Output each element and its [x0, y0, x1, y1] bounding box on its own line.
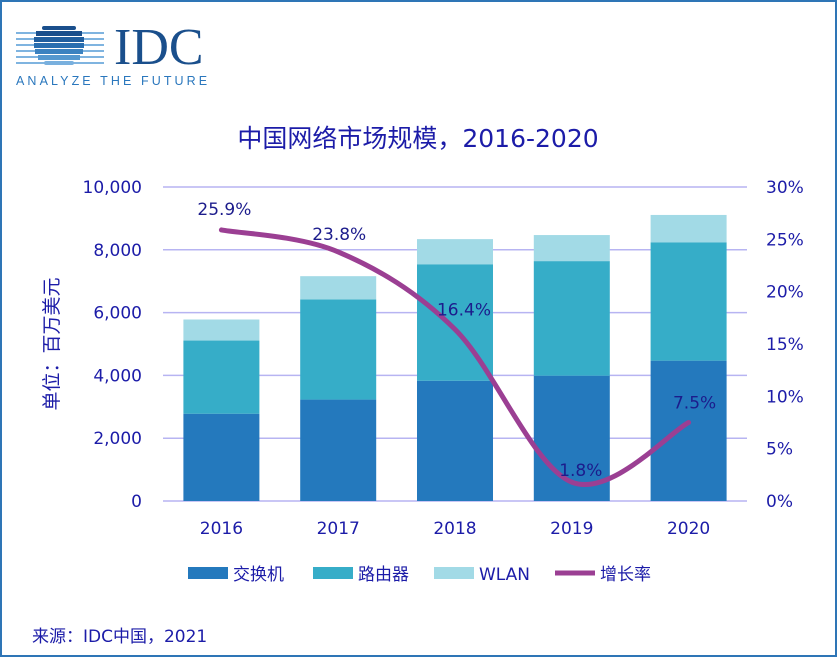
bar-wlan — [533, 235, 610, 262]
bar-switch — [183, 413, 260, 501]
y2-tick-label: 0% — [766, 492, 793, 512]
growth-rate-label: 1.8% — [559, 461, 602, 481]
x-tick-label: 2017 — [317, 519, 360, 539]
y2-tick-label: 10% — [766, 387, 804, 407]
y2-tick-label: 20% — [766, 283, 804, 303]
y-tick-label: 10,000 — [83, 178, 142, 198]
y2-tick-label: 25% — [766, 230, 804, 250]
bar-switch — [650, 360, 727, 501]
y2-tick-label: 5% — [766, 440, 793, 460]
legend-label: WLAN — [479, 565, 530, 585]
bar-router — [183, 340, 260, 414]
legend-swatch — [188, 567, 228, 579]
y-tick-label: 2,000 — [93, 429, 142, 449]
logo-wordmark: IDC — [114, 19, 204, 76]
legend-swatch — [434, 567, 474, 579]
x-tick-label: 2016 — [200, 519, 243, 539]
y-tick-label: 0 — [131, 492, 142, 512]
bar-switch — [300, 399, 377, 501]
bar-wlan — [650, 214, 727, 243]
chart-title: 中国网络市场规模，2016-2020 — [237, 124, 598, 153]
bar-wlan — [300, 276, 377, 300]
legend-swatch — [313, 567, 353, 579]
bar-switch — [417, 380, 493, 501]
y-axis-label: 单位：百万美元 — [41, 277, 63, 410]
y-tick-label: 8,000 — [93, 241, 142, 261]
growth-rate-line — [218, 227, 692, 487]
bar-wlan — [183, 319, 260, 341]
y2-tick-label: 15% — [766, 335, 804, 355]
source-note: 来源：IDC中国，2021 — [32, 627, 208, 647]
y-tick-label: 6,000 — [93, 304, 142, 324]
growth-rate-label: 23.8% — [312, 225, 366, 245]
x-tick-label: 2020 — [667, 519, 710, 539]
bar-router — [533, 261, 610, 376]
bar-router — [300, 299, 377, 400]
x-tick-label: 2019 — [550, 519, 593, 539]
x-tick-label: 2018 — [433, 519, 476, 539]
bar-router — [650, 242, 727, 361]
idc-logo: IDC ANALYZE THE FUTURE — [14, 22, 207, 88]
growth-rate-label: 7.5% — [673, 394, 716, 414]
y2-tick-label: 30% — [766, 178, 804, 198]
legend-label: 交换机 — [233, 565, 284, 585]
growth-rate-label: 25.9% — [197, 200, 251, 220]
growth-rate-label: 16.4% — [437, 300, 491, 320]
bar-wlan — [417, 239, 493, 265]
idc-globe-icon — [16, 26, 104, 65]
y-tick-label: 4,000 — [93, 366, 142, 386]
legend-label: 路由器 — [358, 565, 409, 585]
legend-label: 增长率 — [600, 565, 651, 585]
logo-tagline: ANALYZE THE FUTURE — [16, 74, 211, 88]
